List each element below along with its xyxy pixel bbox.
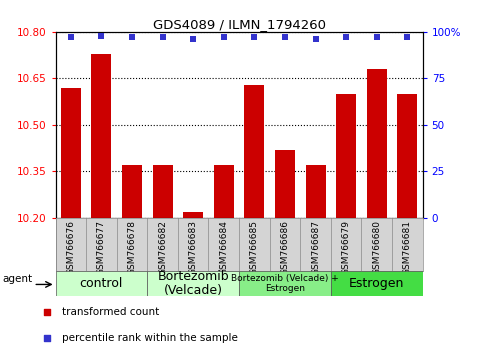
Title: GDS4089 / ILMN_1794260: GDS4089 / ILMN_1794260	[153, 18, 326, 31]
Bar	[244, 85, 264, 218]
Bar	[153, 165, 172, 218]
Text: GSM766680: GSM766680	[372, 220, 381, 275]
Text: GSM766686: GSM766686	[281, 220, 289, 275]
Text: GSM766681: GSM766681	[403, 220, 412, 275]
Point	[159, 35, 167, 40]
Text: percentile rank within the sample: percentile rank within the sample	[62, 333, 238, 343]
Point	[128, 35, 136, 40]
Text: GSM766676: GSM766676	[66, 220, 75, 275]
Point	[342, 35, 350, 40]
Point	[403, 35, 411, 40]
Bar	[91, 53, 112, 218]
Point	[220, 35, 227, 40]
Point	[325, 238, 332, 243]
Bar	[367, 69, 387, 218]
Text: control: control	[80, 277, 123, 290]
Bar	[214, 165, 234, 218]
Point	[325, 7, 332, 13]
Text: GSM766687: GSM766687	[311, 220, 320, 275]
Bar	[147, 271, 239, 296]
Bar	[122, 165, 142, 218]
Text: Estrogen: Estrogen	[349, 277, 404, 290]
Bar	[61, 88, 81, 218]
Bar	[239, 271, 331, 296]
Text: transformed count: transformed count	[62, 307, 159, 318]
Point	[373, 35, 381, 40]
Bar	[183, 211, 203, 218]
Point	[281, 35, 289, 40]
Text: GSM766679: GSM766679	[341, 220, 351, 275]
Bar	[275, 149, 295, 218]
Text: GSM766683: GSM766683	[189, 220, 198, 275]
Bar	[306, 165, 326, 218]
Point	[251, 35, 258, 40]
Text: GSM766682: GSM766682	[158, 220, 167, 275]
Point	[189, 36, 197, 42]
Bar	[56, 271, 147, 296]
Point	[67, 35, 75, 40]
Text: GSM766678: GSM766678	[128, 220, 137, 275]
Bar	[398, 94, 417, 218]
Text: GSM766685: GSM766685	[250, 220, 259, 275]
Point	[98, 33, 105, 39]
Text: Bortezomib (Velcade) +
Estrogen: Bortezomib (Velcade) + Estrogen	[231, 274, 339, 292]
Text: GSM766677: GSM766677	[97, 220, 106, 275]
Text: Bortezomib
(Velcade): Bortezomib (Velcade)	[157, 270, 229, 297]
Bar	[336, 94, 356, 218]
Text: GSM766684: GSM766684	[219, 220, 228, 275]
Point	[312, 36, 319, 42]
Text: agent: agent	[3, 274, 33, 285]
Bar	[331, 271, 423, 296]
